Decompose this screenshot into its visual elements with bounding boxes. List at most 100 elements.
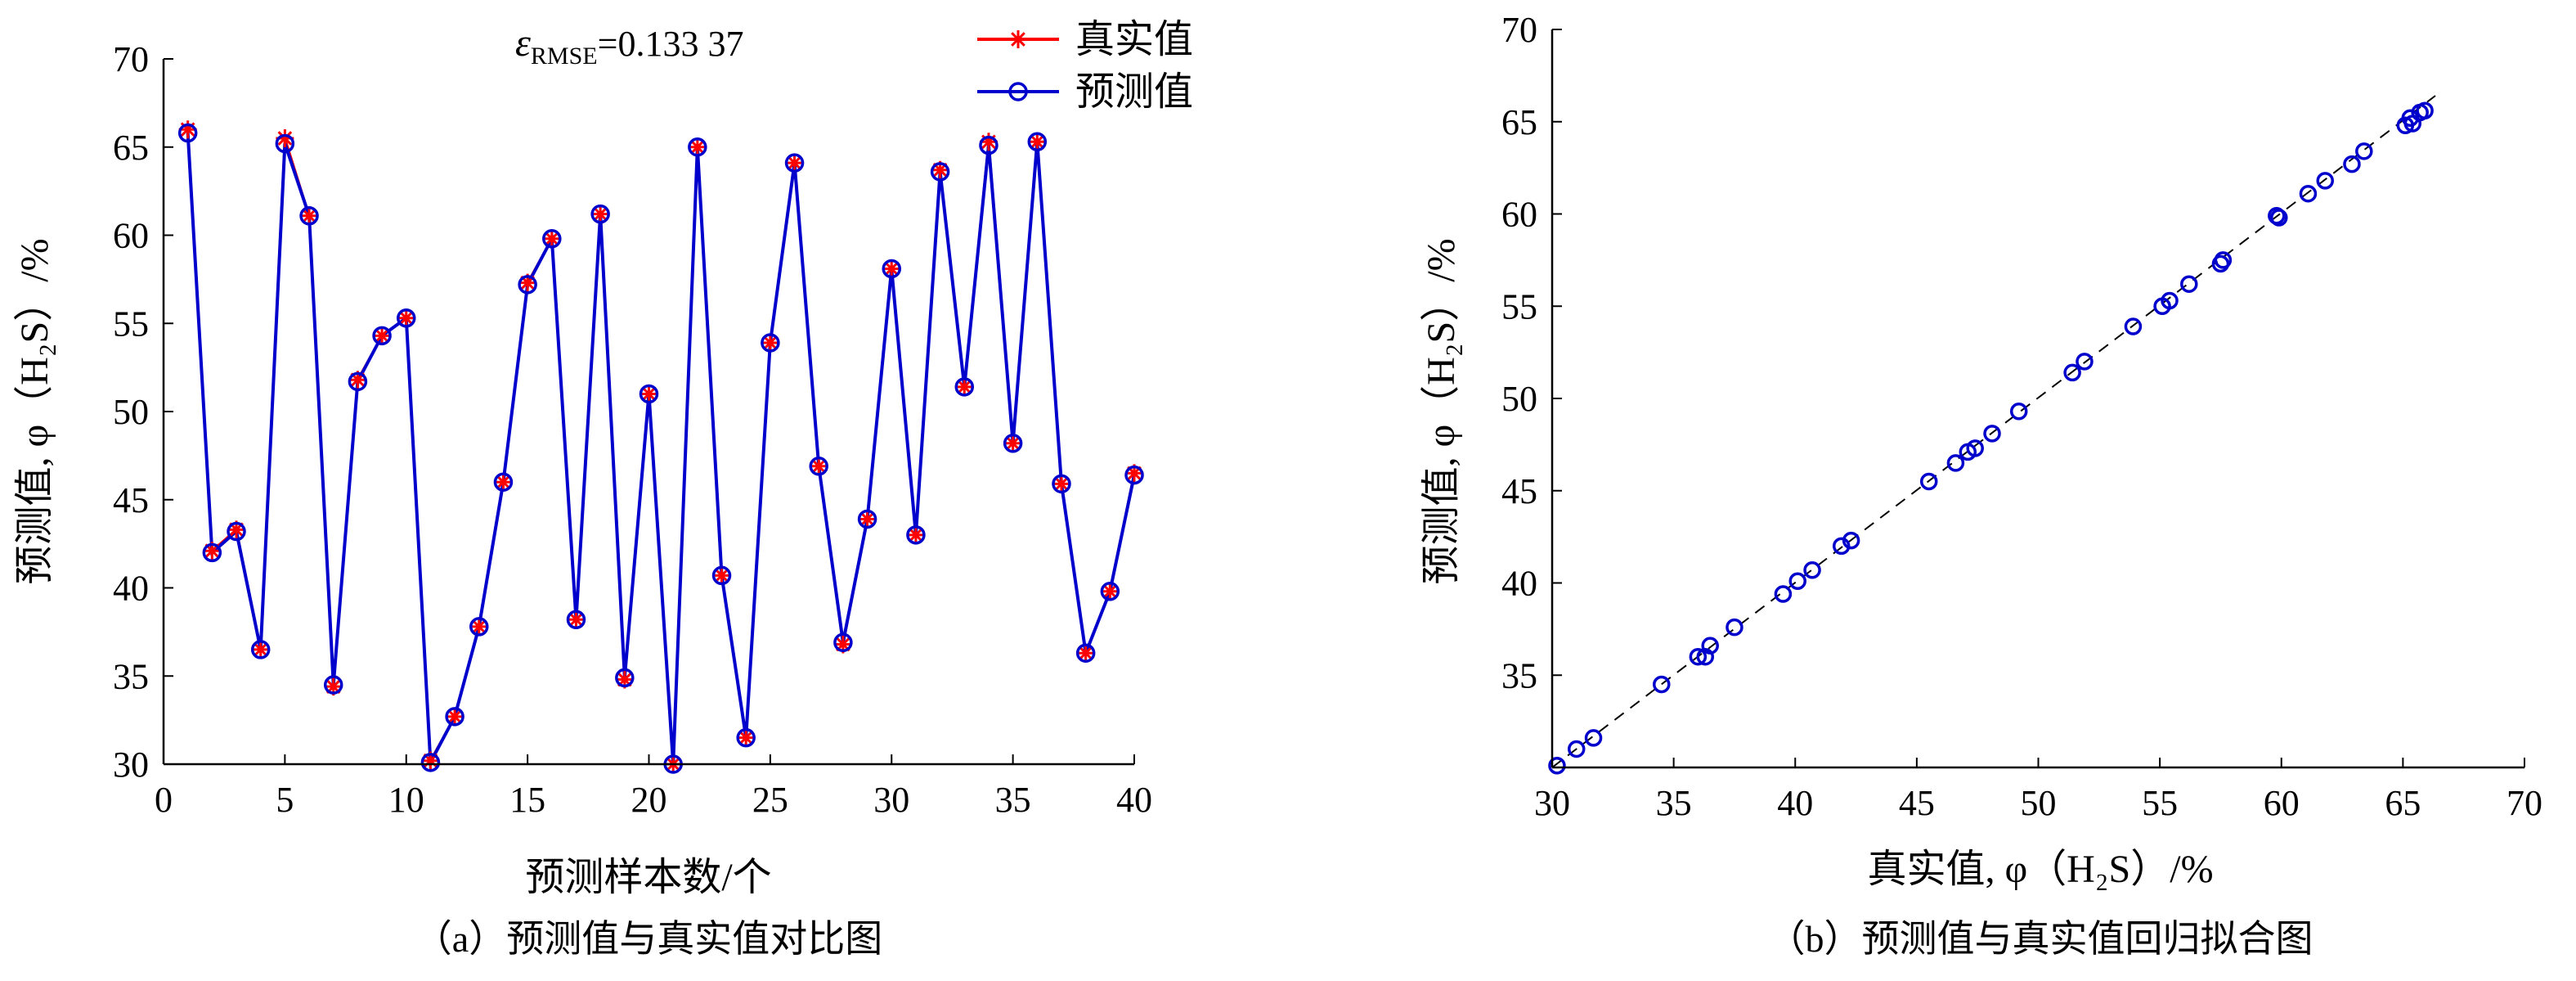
panel-a-x-tick-label: 40 bbox=[1116, 780, 1152, 820]
panel-a-x-tick-label: 30 bbox=[873, 780, 909, 820]
series-line-真实值 bbox=[186, 129, 1136, 765]
data-point-预测值 bbox=[1075, 643, 1096, 663]
data-point-真实值 bbox=[955, 377, 974, 396]
scatter-point bbox=[1788, 572, 1806, 590]
scatter-point bbox=[2270, 209, 2288, 227]
panel-a-x-tick-label: 0 bbox=[155, 780, 173, 820]
panel-a-x-axis-title: 预测样本数/个 bbox=[525, 856, 771, 899]
series-line-预测值 bbox=[186, 133, 1136, 769]
panel-a-y-axis-title: 预测值, φ（H₂S）/% bbox=[13, 238, 56, 584]
data-point-真实值 bbox=[1125, 464, 1143, 483]
data-point-真实值 bbox=[737, 728, 756, 747]
data-point-真实值 bbox=[373, 326, 392, 345]
data-point-真实值 bbox=[906, 525, 925, 544]
data-point-预测值 bbox=[566, 610, 586, 630]
data-point-真实值 bbox=[276, 128, 294, 147]
legend-label: 真实值 bbox=[1075, 18, 1193, 61]
data-point-预测值 bbox=[688, 137, 707, 157]
panel-a-y-tick-label: 40 bbox=[113, 569, 149, 609]
data-point-真实值 bbox=[615, 670, 634, 689]
data-point-真实值 bbox=[494, 473, 513, 492]
data-point-真实值 bbox=[227, 520, 246, 539]
panel-a-x-tick-label: 10 bbox=[388, 780, 424, 820]
data-point-预测值 bbox=[420, 753, 441, 772]
data-point-预测值 bbox=[930, 162, 950, 182]
panel-b-y-tick-label: 40 bbox=[1501, 564, 1537, 604]
scatter-point bbox=[2316, 172, 2335, 190]
data-point-预测值 bbox=[275, 133, 295, 154]
scatter-point bbox=[1726, 618, 1744, 637]
panel-b-y-tick-label: 70 bbox=[1501, 10, 1537, 50]
panel-a-y-tick-label: 35 bbox=[113, 656, 149, 696]
scatter-point bbox=[2161, 291, 2179, 310]
panel-b-axes: 30 35 40 45 50 55 60 65 70 35 40 45 50 55 60 65 70 bbox=[1501, 10, 2542, 823]
data-point-预测值 bbox=[469, 617, 489, 637]
data-point-真实值 bbox=[785, 154, 804, 173]
data-point-预测值 bbox=[857, 509, 877, 529]
data-point-预测值 bbox=[518, 275, 537, 295]
data-point-真实值 bbox=[324, 677, 343, 696]
scatter-point bbox=[1946, 454, 1965, 472]
data-point-预测值 bbox=[177, 123, 198, 143]
panel-a-x-tick-label: 5 bbox=[276, 780, 294, 820]
scatter-point bbox=[1966, 439, 1984, 457]
legend-marker-预测值 bbox=[1008, 82, 1028, 101]
data-point-真实值 bbox=[931, 160, 949, 179]
data-point-真实值 bbox=[882, 259, 901, 278]
panel-b-marks bbox=[1548, 101, 2434, 775]
panel-b-y-tick-label: 50 bbox=[1501, 379, 1537, 419]
data-point-预测值 bbox=[445, 707, 464, 727]
panel-b-x-tick-label: 50 bbox=[2021, 783, 2057, 823]
data-point-预测值 bbox=[323, 675, 343, 695]
panel-b-y-tick-label: 60 bbox=[1501, 195, 1537, 235]
data-point-预测值 bbox=[397, 308, 416, 328]
data-point-预测值 bbox=[639, 384, 659, 404]
data-point-预测值 bbox=[615, 668, 635, 688]
scatter-point bbox=[1983, 425, 2001, 443]
data-point-预测值 bbox=[299, 206, 319, 226]
panel-b-x-axis-title: 真实值, φ（H₂S）/% bbox=[1867, 848, 2213, 891]
data-point-预测值 bbox=[1027, 132, 1048, 152]
data-point-预测值 bbox=[227, 521, 246, 542]
data-point-真实值 bbox=[178, 120, 197, 139]
panel-a-y-tick-label: 70 bbox=[113, 39, 149, 79]
panel-b-y-axis-title: 预测值, φ（H₂S）/% bbox=[1420, 238, 1463, 584]
panel-a-caption: （a）预测值与真实值对比图 bbox=[415, 918, 882, 960]
scatter-point bbox=[1919, 472, 1938, 491]
data-point-预测值 bbox=[736, 727, 756, 748]
panel-a-marks bbox=[177, 120, 1144, 774]
panel-a-y-tick-label: 50 bbox=[113, 392, 149, 432]
data-point-真实值 bbox=[203, 542, 222, 560]
scatter-point bbox=[1548, 756, 1566, 775]
panel-a-y-tick-label: 45 bbox=[113, 480, 149, 520]
data-point-真实值 bbox=[1101, 582, 1120, 601]
data-point-预测值 bbox=[809, 457, 828, 476]
panel-a-axes: 0 5 10 15 20 25 30 35 40 30 35 40 45 50 55 60 65 70 bbox=[113, 39, 1152, 820]
scatter-point bbox=[2009, 403, 2028, 421]
scatter-point bbox=[2355, 142, 2373, 160]
data-point-真实值 bbox=[761, 333, 779, 352]
scatter-point bbox=[1567, 740, 1586, 758]
panel-a-y-tick-label: 55 bbox=[113, 304, 149, 344]
data-point-真实值 bbox=[1052, 475, 1070, 493]
scatter-point bbox=[1584, 729, 1603, 747]
data-point-预测值 bbox=[250, 640, 271, 659]
data-point-真实值 bbox=[979, 133, 998, 151]
panel-b-y-tick-label: 45 bbox=[1501, 471, 1537, 511]
data-point-预测值 bbox=[202, 542, 222, 563]
rmse-annotation: εRMSE=0.133 37 bbox=[515, 21, 743, 70]
panel-b-x-tick-label: 35 bbox=[1656, 783, 1692, 823]
scatter-point bbox=[2214, 251, 2233, 269]
scatter-point bbox=[1842, 531, 1860, 550]
data-point-预测值 bbox=[1052, 474, 1071, 494]
panel-a-x-tick-label: 15 bbox=[509, 780, 545, 820]
data-point-真实值 bbox=[397, 308, 415, 327]
data-point-真实值 bbox=[469, 617, 488, 636]
panel-b-x-tick-label: 55 bbox=[2142, 783, 2178, 823]
panel-b-x-tick-label: 30 bbox=[1534, 783, 1570, 823]
panel-a-y-tick-label: 60 bbox=[113, 216, 149, 256]
data-point-真实值 bbox=[640, 385, 658, 403]
data-point-预测值 bbox=[979, 135, 999, 155]
